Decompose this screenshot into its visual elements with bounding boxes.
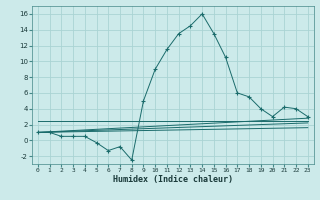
X-axis label: Humidex (Indice chaleur): Humidex (Indice chaleur) [113,175,233,184]
